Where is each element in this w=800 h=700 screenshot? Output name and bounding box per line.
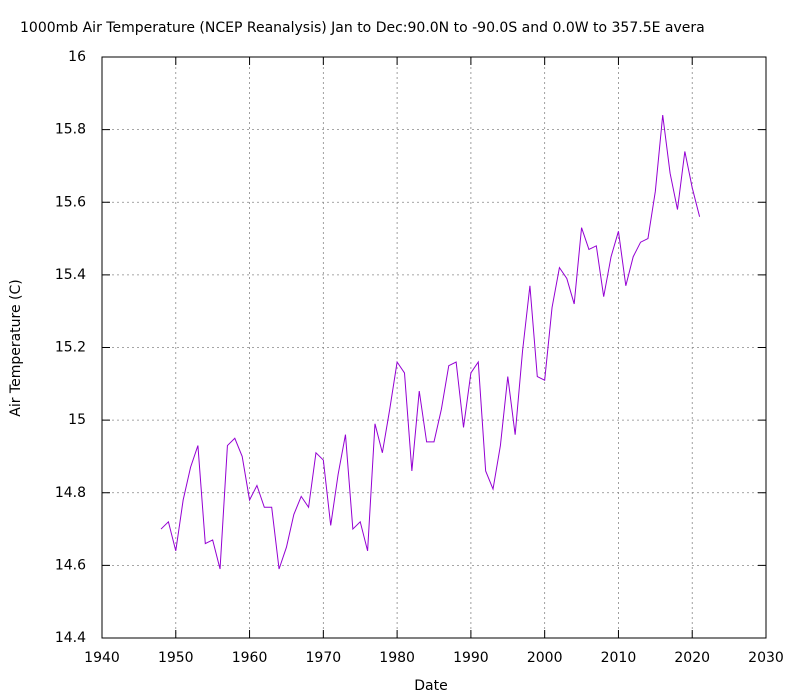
x-tick-label: 1960 — [232, 650, 268, 666]
x-tick-label: 1980 — [379, 650, 415, 666]
y-tick-label: 15.2 — [55, 340, 86, 356]
x-tick-label: 1950 — [158, 650, 194, 666]
x-tick-label: 1940 — [84, 650, 120, 666]
y-axis-label: Air Temperature (C) — [8, 279, 24, 417]
y-tick-label: 15.6 — [55, 194, 86, 210]
x-tick-label: 2030 — [748, 650, 784, 666]
x-tick-label: 2000 — [527, 650, 563, 666]
y-tick-label: 16 — [68, 49, 86, 65]
x-tick-label: 1990 — [453, 650, 489, 666]
data-line — [160, 115, 701, 570]
y-tick-label: 14.6 — [55, 557, 86, 573]
chart-title: 1000mb Air Temperature (NCEP Reanalysis)… — [20, 20, 705, 36]
y-tick-label: 15.8 — [55, 122, 86, 138]
y-tick-label: 14.8 — [55, 485, 86, 501]
x-tick-label: 2010 — [601, 650, 637, 666]
y-tick-label: 15 — [68, 412, 86, 428]
x-tick-label: 1970 — [306, 650, 342, 666]
y-tick-label: 14.4 — [55, 630, 86, 646]
x-axis-label: Date — [414, 678, 447, 694]
x-tick-label: 2020 — [674, 650, 710, 666]
plot-border — [101, 56, 767, 639]
y-tick-label: 15.4 — [55, 267, 86, 283]
